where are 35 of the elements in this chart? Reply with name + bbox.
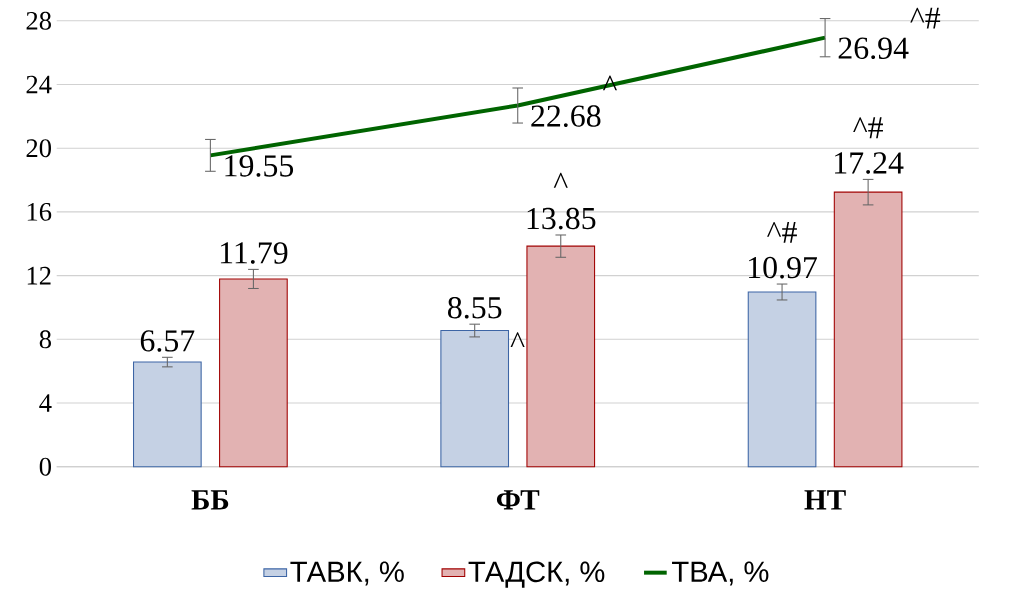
- annotation: ^#: [910, 7, 941, 29]
- annotation: ^: [553, 172, 568, 188]
- bar: [440, 330, 510, 468]
- data-label: 13.85: [527, 207, 596, 230]
- data-label: 10.97: [748, 256, 817, 279]
- data-label: 6.57: [140, 330, 195, 352]
- x-tick-label: ББ: [191, 490, 229, 510]
- legend-label: ТВА, %: [672, 561, 769, 586]
- y-tick-label: 24: [26, 75, 52, 94]
- annotation: ^#: [853, 117, 883, 139]
- y-tick-label: 16: [27, 203, 52, 221]
- bar: [833, 191, 903, 468]
- legend-label: ТАДСК, %: [468, 561, 605, 588]
- data-label: 8.55: [448, 297, 502, 319]
- y-tick-label: 4: [39, 394, 52, 412]
- annotation: ^: [510, 332, 525, 348]
- data-label: 17.24: [835, 152, 904, 174]
- data-label: 11.79: [220, 242, 288, 264]
- annotation: ^: [602, 75, 617, 91]
- bar: [747, 291, 817, 468]
- bar: [133, 361, 202, 468]
- x-tick-label: НТ: [804, 490, 846, 510]
- x-tick-label: ФТ: [496, 490, 540, 510]
- data-label: 19.55: [225, 155, 294, 177]
- y-tick-label: 0: [39, 457, 51, 476]
- y-tick-label: 8: [39, 330, 51, 349]
- y-tick-label: 12: [27, 266, 51, 285]
- legend-label: ТАВК, %: [290, 561, 404, 586]
- annotation: ^#: [767, 222, 797, 243]
- data-label: 22.68: [531, 105, 601, 128]
- y-tick-label: 28: [26, 11, 51, 30]
- y-tick-label: 20: [26, 139, 51, 158]
- data-label: 26.94: [838, 37, 909, 60]
- bar: [526, 245, 596, 468]
- bar: [219, 278, 288, 468]
